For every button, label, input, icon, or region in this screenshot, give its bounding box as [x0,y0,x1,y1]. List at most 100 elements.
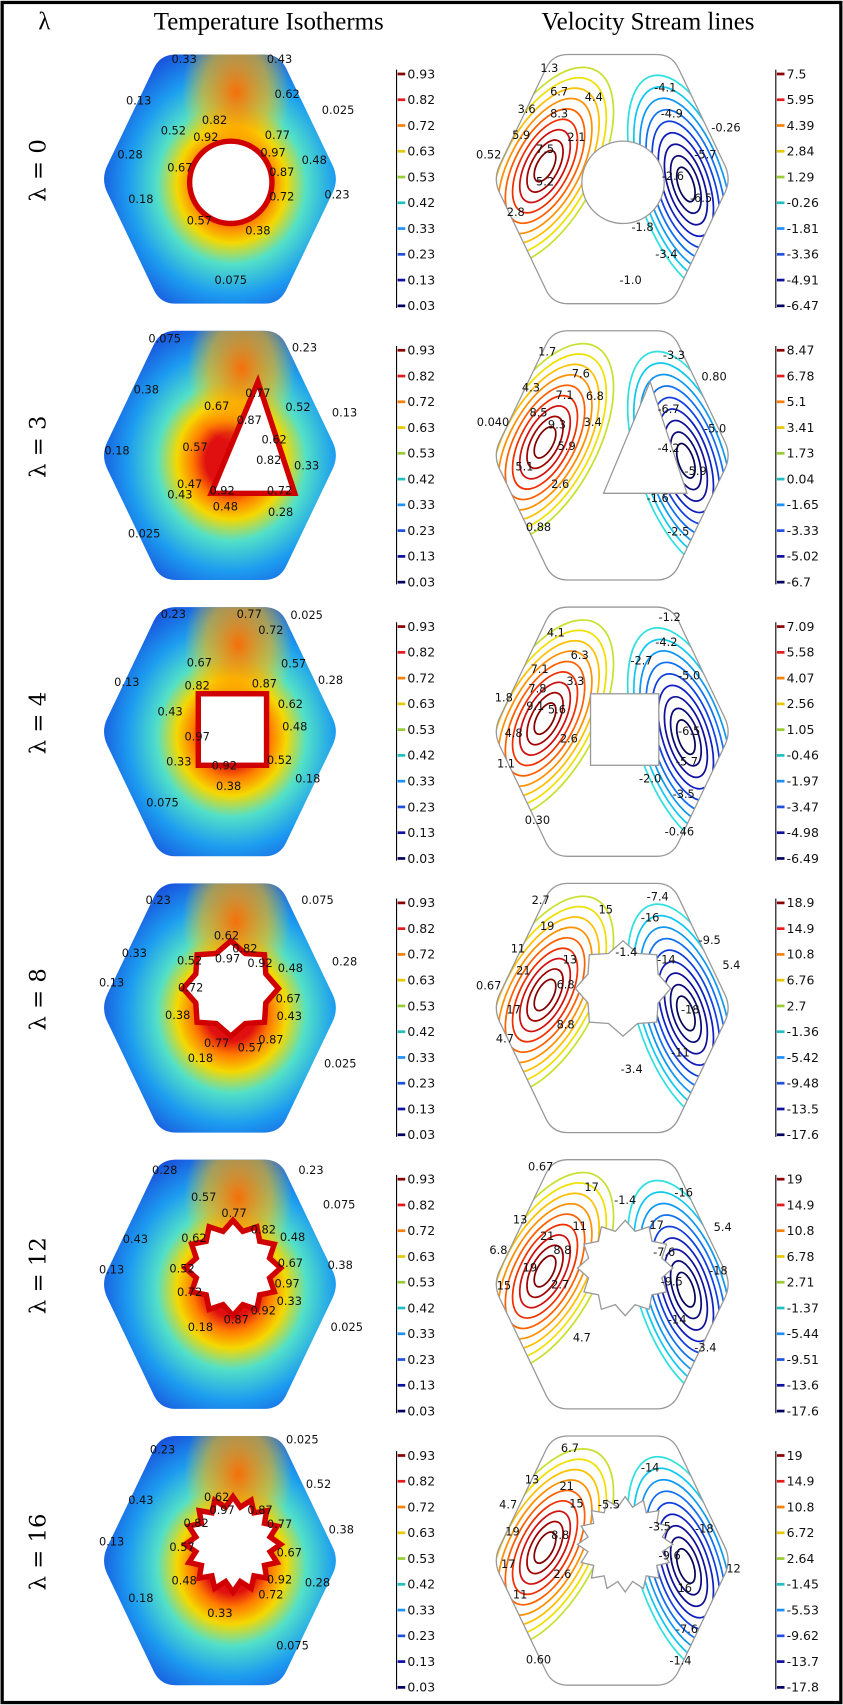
colorbar-label: 0.23 [407,799,435,814]
isotherm-label: 0.38 [216,779,241,793]
isotherm-label: 0.72 [267,483,292,497]
streamline-label: 11 [572,1219,586,1233]
colorbar-label: 18.9 [787,895,815,910]
isotherm-label: 0.82 [256,453,281,467]
colorbar-label: 1.29 [787,169,815,184]
isotherm-label: 0.62 [278,697,303,711]
colorbar-label: -1.36 [787,1024,819,1039]
isotherm-label: 0.025 [330,1320,363,1334]
streamline-label: 8.8 [551,1528,569,1542]
streamline-label: 8.3 [550,106,568,120]
colorbar-label: 0.63 [407,420,435,435]
streamline-label: -5.5 [598,1498,620,1512]
streamline [499,385,591,499]
isotherm-label: 0.77 [204,1036,229,1050]
colorbar-label: 0.23 [407,523,435,538]
isotherm-label: 0.72 [178,981,203,995]
streamline-label: 7.8 [528,682,546,696]
isotherm-label: 0.43 [167,488,192,502]
colorbar-label: 0.72 [407,670,435,685]
colorbar-label: 0.82 [407,92,435,107]
isotherm-label: 0.13 [332,405,357,419]
streamline-label: 1.7 [538,345,556,359]
colorbar-label: 2.71 [787,1275,815,1290]
isotherm-label: 0.57 [187,214,212,228]
isotherm-label: 0.57 [191,1190,216,1204]
isotherm-label: 0.52 [306,1477,331,1491]
streamline-label: -1.4 [669,1654,691,1668]
streamline-label: 6.8 [557,977,575,991]
streamline-label: -7.6 [676,1622,698,1636]
streamline-label: -4.2 [655,635,677,649]
colorbar-label: 0.72 [407,947,435,962]
isotherm-label: 0.82 [185,678,210,692]
colorbar-label: -0.46 [787,748,819,763]
colorbar-label: -5.44 [787,1326,819,1341]
isotherm-label: 0.87 [237,413,262,427]
colorbar-label: 0.33 [407,1326,435,1341]
isotherm-label: 0.97 [274,1277,299,1291]
isotherm-label: 0.28 [152,1163,177,1177]
colorbar-label: 0.13 [407,1654,435,1669]
isotherm-label: 0.075 [148,332,181,346]
streamline-label: 4.8 [505,726,523,740]
colorbar-label: 0.93 [407,1448,435,1463]
isotherm-label: 0.67 [204,399,229,413]
colorbar-label: 0.03 [407,851,435,866]
isotherm-label: 0.43 [123,1232,148,1246]
streamline-label: -3.4 [655,247,677,261]
colorbar-label: 0.72 [407,394,435,409]
streamline-label: -3.3 [663,348,685,362]
domain-outline [496,331,728,580]
streamline-label: -9.5 [699,933,721,947]
streamline-label: -3.5 [673,787,695,801]
streamline-label: 0.80 [701,370,726,384]
streamline-label: 19 [540,919,554,933]
colorbar-label: 0.33 [407,774,435,789]
isotherm-label: 0.52 [161,124,186,138]
colorbar-label: 0.93 [407,66,435,81]
isotherm-label: 0.48 [302,153,327,167]
isotherm-label: 0.025 [286,1433,319,1447]
isotherm-label: 0.52 [169,1261,194,1275]
colorbar-label: 2.64 [787,1551,815,1566]
streamline-label: 8.5 [529,405,547,419]
isotherm-label: 0.62 [274,87,299,101]
isotherm-label: 0.33 [122,946,147,960]
colorbar-label: 19 [787,1448,803,1463]
isotherm-label: 0.075 [276,1638,309,1652]
colorbar-label: 0.03 [407,1403,435,1418]
isotherm-label: 0.87 [247,1503,272,1517]
isotherm-label: 0.87 [269,165,294,179]
colorbar-label: 0.63 [407,973,435,988]
isotherm-label: 0.075 [323,1197,356,1211]
streamline-label: 21 [559,1479,573,1493]
colorbar-label: 0.93 [407,619,435,634]
streamline-label: 3.4 [584,415,602,429]
streamline-label: -5.7 [676,754,698,768]
streamline-label: 2.6 [553,1567,571,1581]
colorbar-label: 0.23 [407,247,435,262]
streamline-label: -5.0 [678,669,700,683]
streamline-label: 11 [511,942,525,956]
isotherm-label: 0.67 [277,1545,302,1559]
isotherm-label: 0.67 [167,160,192,174]
isotherm-label: 0.33 [294,458,319,472]
isotherm-label: 0.38 [329,1523,354,1537]
row-label: λ = 8 [26,968,52,1030]
isotherm-label: 0.28 [305,1576,330,1590]
isotherm-label: 0.28 [268,505,293,519]
streamline-label: -0.46 [665,825,694,839]
streamline-label: -4.9 [661,106,683,120]
column-header: Velocity Stream lines [541,9,754,36]
streamline-label: -1.6 [647,491,669,505]
streamline-label: 8.8 [553,1243,571,1257]
colorbar-label: -1.45 [787,1577,819,1592]
colorbar-label: -3.47 [787,799,819,814]
colorbar-label: 0.04 [787,471,815,486]
isotherm-label: 0.075 [215,273,248,287]
colorbar-label: 0.23 [407,1628,435,1643]
streamline-label: 5.4 [714,1220,732,1234]
colorbar-label: 0.42 [407,471,435,486]
colorbar-label: 6.76 [787,973,815,988]
